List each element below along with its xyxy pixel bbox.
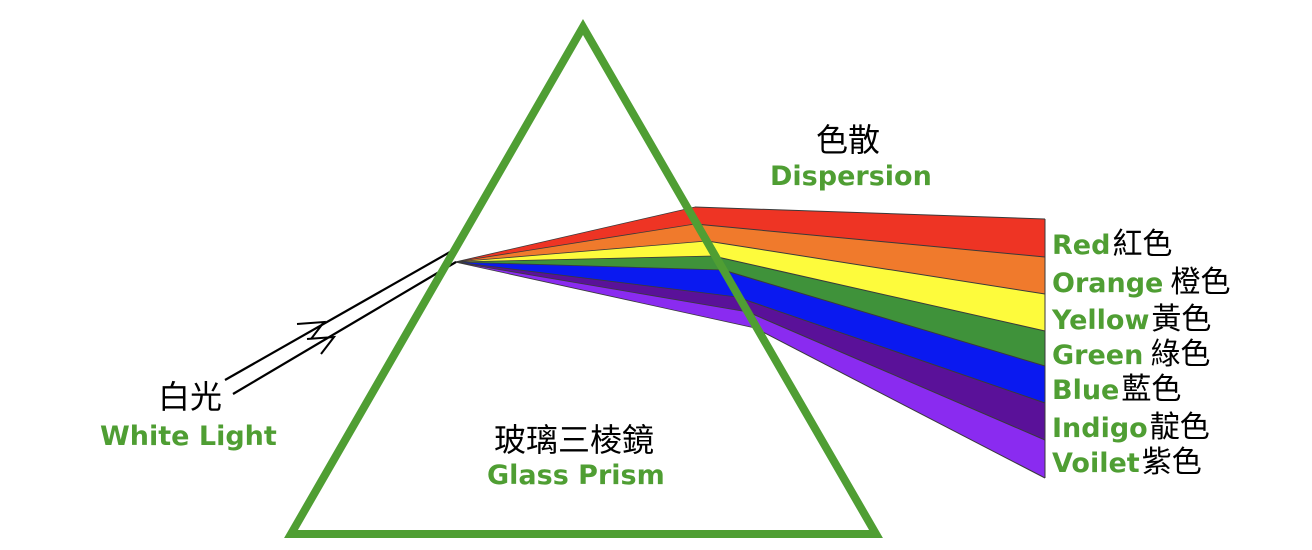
spectrum-label-en: Green (1052, 340, 1144, 371)
spectrum-edge-line (694, 206, 1046, 220)
ray-arrow-icon (296, 320, 327, 340)
spectrum-label-violet: Voilet紫色 (1052, 448, 1202, 478)
spectrum-label-cn: 藍色 (1121, 372, 1182, 407)
spectrum-edge-line (454, 261, 738, 298)
spectrum-band-yellow (707, 241, 1045, 331)
spectrum-beam-green (455, 256, 723, 270)
spectrum-edge-line (754, 327, 1046, 479)
spectrum-band-orange (695, 224, 1045, 294)
ray-arrow-icon (306, 335, 337, 355)
spectrum-label-en: Voilet (1052, 448, 1140, 479)
spectrum-band-indigo (737, 297, 1045, 440)
spectrum-beam-orange (455, 224, 707, 262)
spectrum-edge-line (454, 261, 749, 313)
spectrum-label-en: Blue (1052, 375, 1120, 406)
white-light-label-en: White Light (100, 421, 277, 452)
spectrum-edge-line (736, 296, 1046, 404)
spectrum-edge-line (454, 261, 756, 329)
spectrum-edge-line (454, 261, 724, 271)
spectrum-label-red: Red紅色 (1052, 230, 1172, 260)
spectrum-edge-line (694, 223, 1046, 258)
spectrum-band-voilet (748, 312, 1045, 478)
spectrum-edge-line (706, 240, 1046, 295)
dispersion-label-en: Dispersion (770, 161, 932, 192)
spectrum-label-en: Orange (1052, 268, 1164, 299)
white-light-label-cn: 白光 (158, 378, 223, 416)
glass-prism-outline (284, 18, 883, 538)
spectrum-edge-line (454, 223, 696, 263)
spectrum-label-en: Red (1052, 230, 1111, 261)
white-light-ray (224, 251, 457, 395)
spectrum-label-yellow: Yellow黃色 (1052, 305, 1211, 335)
spectrum-label-cn: 靛色 (1149, 410, 1210, 445)
spectrum-edge-line (722, 269, 1046, 367)
spectrum-label-en: Yellow (1052, 305, 1150, 336)
spectrum-label-blue: Blue藍色 (1052, 375, 1181, 405)
dispersion-label-cn: 色散 (816, 121, 881, 159)
spectrum-edge-line (454, 206, 696, 263)
white-light-ray-line-lower (232, 261, 457, 395)
spectrum-band-blue (723, 270, 1045, 403)
spectrum-label-green: Green 綠色 (1052, 340, 1210, 370)
spectrum-band-edges (454, 206, 1046, 479)
spectrum-band-green (713, 256, 1045, 366)
spectrum-label-cn: 綠色 (1150, 337, 1211, 372)
white-light-ray-line-upper (224, 251, 451, 381)
spectrum-label-indigo: Indigo靛色 (1052, 413, 1210, 443)
spectrum-label-orange: Orange 橙色 (1052, 268, 1230, 298)
spectrum-label-cn: 黃色 (1151, 302, 1212, 337)
spectrum-band-red (695, 207, 1045, 257)
spectrum-label-sep (1163, 277, 1168, 296)
spectrum-label-en: Indigo (1052, 413, 1148, 444)
spectrum-edge-line (712, 255, 1046, 332)
spectrum-label-cn: 橙色 (1170, 265, 1231, 300)
spectrum-edge-line (454, 240, 708, 263)
glass-prism-label-cn: 玻璃三棱鏡 (494, 421, 655, 459)
spectrum-label-cn: 紫色 (1141, 445, 1202, 480)
spectrum-edge-line (454, 255, 714, 263)
spectrum-bands-outside-prism (695, 207, 1045, 478)
spectrum-label-cn: 紅色 (1112, 227, 1173, 262)
spectrum-label-sep (1143, 349, 1148, 368)
spectrum-edge-line (747, 311, 1046, 441)
glass-prism-label-en: Glass Prism (487, 460, 665, 491)
